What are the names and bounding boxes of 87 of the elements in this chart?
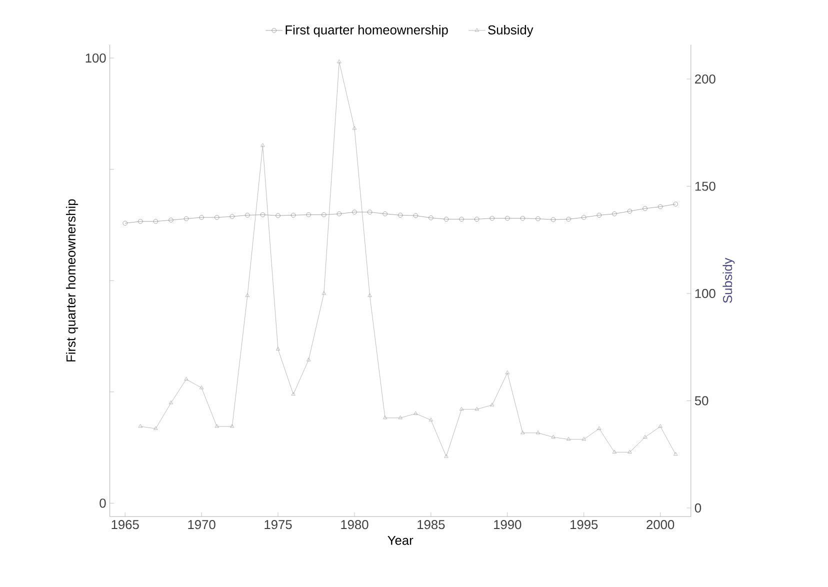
point <box>536 216 540 222</box>
point <box>566 436 571 441</box>
point <box>536 430 540 434</box>
point <box>214 424 219 428</box>
point <box>551 434 556 438</box>
point <box>382 211 388 216</box>
point <box>505 370 510 374</box>
point <box>230 214 235 219</box>
point <box>230 424 234 428</box>
point <box>642 434 648 438</box>
legend-label: Subsidy <box>488 24 534 37</box>
y2-tick-label: 50 <box>694 396 708 406</box>
legend-label: First quarter homeownership <box>286 24 448 37</box>
point <box>566 216 571 222</box>
point <box>214 214 220 220</box>
point <box>612 450 617 454</box>
point <box>260 143 265 147</box>
y2-tick-label: 100 <box>695 288 716 298</box>
point <box>520 430 525 434</box>
point <box>352 210 357 214</box>
point <box>459 406 464 411</box>
y2-tick-label: 200 <box>695 74 716 84</box>
y-axis-title: First quarter homeownership <box>66 199 78 362</box>
point <box>428 215 434 220</box>
point <box>322 212 326 218</box>
point <box>291 392 296 396</box>
point <box>444 216 449 222</box>
point <box>505 216 510 221</box>
point <box>337 59 342 64</box>
point <box>474 216 480 222</box>
point <box>368 293 372 297</box>
point <box>596 212 602 218</box>
point <box>642 206 648 211</box>
point <box>581 214 586 220</box>
point <box>474 406 479 411</box>
x-tick-label: 1980 <box>341 520 368 530</box>
point <box>199 385 204 390</box>
x-tick-label: 1985 <box>418 520 445 530</box>
point <box>398 212 403 218</box>
point <box>413 213 418 218</box>
point <box>199 214 204 220</box>
point <box>306 212 311 218</box>
x-tick-label: 1970 <box>188 520 216 530</box>
point <box>582 436 586 441</box>
point <box>245 293 250 297</box>
point <box>260 212 266 218</box>
point <box>336 211 342 216</box>
x-tick-label: 2000 <box>646 520 674 530</box>
point <box>184 376 188 381</box>
point <box>367 210 372 214</box>
x-axis-title: Year <box>388 536 414 545</box>
x-tick-label: 1975 <box>264 520 292 530</box>
point <box>306 358 311 362</box>
x-tick-label: 1965 <box>112 520 139 530</box>
point <box>398 415 402 420</box>
point <box>658 424 662 428</box>
point <box>490 402 494 406</box>
point <box>428 418 434 422</box>
point <box>382 415 388 420</box>
point <box>184 216 189 222</box>
point <box>168 218 174 222</box>
point <box>627 208 632 214</box>
point <box>154 426 158 430</box>
point <box>276 346 280 351</box>
y2-axis-title: Subsidy <box>722 258 735 303</box>
x-tick-label: 1990 <box>494 520 522 530</box>
point <box>612 211 617 216</box>
point <box>658 204 663 210</box>
point <box>550 217 556 222</box>
x-tick-label: 1995 <box>570 520 598 530</box>
point <box>290 212 296 218</box>
point <box>444 454 448 458</box>
point <box>459 216 464 222</box>
point <box>490 216 494 221</box>
point <box>352 126 357 130</box>
point <box>168 400 174 404</box>
point <box>138 219 143 224</box>
point <box>414 411 418 415</box>
point <box>597 426 602 430</box>
point <box>520 216 526 221</box>
y2-tick-label: 0 <box>694 503 702 512</box>
point <box>628 450 632 454</box>
point <box>153 219 158 224</box>
point <box>276 213 280 218</box>
point <box>245 212 250 218</box>
point <box>322 291 326 295</box>
y2-tick-label: 150 <box>695 182 716 191</box>
